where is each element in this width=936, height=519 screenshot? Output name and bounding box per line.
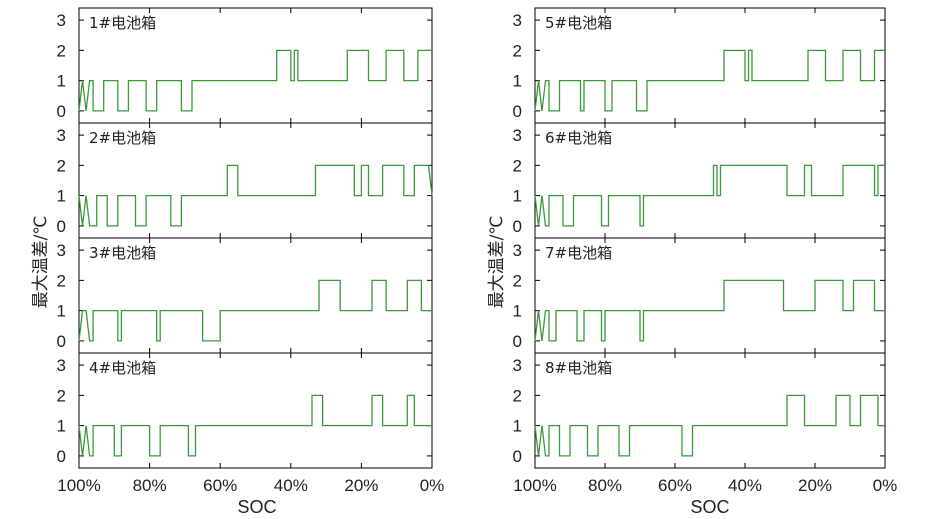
series-label: 3#电池箱 <box>89 244 156 262</box>
x-tick-label: 0% <box>420 476 445 495</box>
series-line <box>534 279 885 342</box>
y-tick-label: 1 <box>57 72 66 91</box>
series-line <box>534 49 885 112</box>
y-tick-label: 3 <box>57 356 66 375</box>
y-tick-label: 0 <box>57 217 66 236</box>
y-tick-label: 2 <box>57 41 66 60</box>
panel-1: 0 1 2 3 1#电池箱 <box>57 7 433 124</box>
panel-2: 0 1 2 3 2#电池箱 <box>57 122 433 239</box>
y-tick-label: 1 <box>513 417 522 436</box>
y-tick-label: 2 <box>513 156 522 175</box>
x-tick-label: 0% <box>873 476 898 495</box>
y-tick-label: 1 <box>513 302 522 321</box>
y-tick-label: 3 <box>513 126 522 145</box>
panel-frame <box>534 352 886 469</box>
y-tick-label: 1 <box>57 417 66 436</box>
y-tick-label: 0 <box>513 217 522 236</box>
y-tick-label: 3 <box>513 356 522 375</box>
panel-frame <box>78 352 433 469</box>
series-label: 2#电池箱 <box>89 129 156 147</box>
y-tick-label: 3 <box>513 11 522 30</box>
panel-8: 0 1 2 3 8#电池箱 <box>513 352 886 469</box>
series-label: 7#电池箱 <box>545 244 612 262</box>
x-axis-title: SOC <box>237 497 276 517</box>
x-tick-label: 100% <box>57 476 100 495</box>
series-line <box>534 394 885 457</box>
y-tick-label: 1 <box>57 187 66 206</box>
y-tick-label: 1 <box>513 187 522 206</box>
series-label: 5#电池箱 <box>545 14 612 32</box>
right-chart-group: 0 1 2 3 5#电池箱 0 1 2 3 6#电池箱 0 1 2 3 7#电池箱 0 1 2 3 8#电池箱 100%… <box>487 7 898 517</box>
y-tick-label: 3 <box>57 11 66 30</box>
panel-5: 0 1 2 3 5#电池箱 <box>513 7 886 124</box>
y-axis-title: 最大温差/℃ <box>31 216 51 309</box>
y-axis-title: 最大温差/℃ <box>487 216 507 309</box>
y-tick-label: 1 <box>513 72 522 91</box>
y-tick-label: 0 <box>513 332 522 351</box>
series-line <box>78 279 432 342</box>
y-tick-label: 3 <box>57 126 66 145</box>
panel-3: 0 1 2 3 3#电池箱 <box>57 237 433 354</box>
y-tick-label: 2 <box>57 386 66 405</box>
series-label: 6#电池箱 <box>545 129 612 147</box>
left-chart-group: 0 1 2 3 1#电池箱 0 1 2 3 2#电池箱 0 1 2 3 3#电池箱 0 1 2 3 4#电池箱 100%… <box>31 7 445 517</box>
y-tick-label: 2 <box>513 41 522 60</box>
x-tick-label: 80% <box>588 476 622 495</box>
series-line <box>78 164 433 227</box>
y-tick-label: 3 <box>57 241 66 260</box>
y-tick-label: 2 <box>513 271 522 290</box>
x-tick-label: 80% <box>133 476 167 495</box>
y-tick-label: 2 <box>57 156 66 175</box>
y-tick-label: 0 <box>57 447 66 466</box>
x-axis-title: SOC <box>690 497 729 517</box>
y-tick-label: 2 <box>57 271 66 290</box>
x-tick-label: 100% <box>513 476 556 495</box>
y-tick-label: 0 <box>513 447 522 466</box>
series-label: 1#电池箱 <box>89 14 156 32</box>
x-tick-label: 40% <box>728 476 762 495</box>
series-label: 4#电池箱 <box>89 359 156 377</box>
panel-4: 0 1 2 3 4#电池箱 <box>57 352 433 469</box>
x-tick-label: 60% <box>658 476 692 495</box>
y-tick-label: 3 <box>513 241 522 260</box>
series-line <box>78 394 432 457</box>
y-tick-label: 0 <box>57 102 66 121</box>
x-tick-label: 40% <box>274 476 308 495</box>
series-line <box>534 164 885 227</box>
panel-7: 0 1 2 3 7#电池箱 <box>513 237 886 354</box>
series-label: 8#电池箱 <box>545 359 612 377</box>
y-tick-label: 0 <box>57 332 66 351</box>
x-tick-label: 20% <box>344 476 378 495</box>
y-tick-label: 0 <box>513 102 522 121</box>
y-tick-label: 2 <box>513 386 522 405</box>
x-tick-label: 60% <box>203 476 237 495</box>
y-tick-label: 1 <box>57 302 66 321</box>
x-tick-label: 20% <box>798 476 832 495</box>
series-line <box>78 49 432 112</box>
panel-6: 0 1 2 3 6#电池箱 <box>513 122 886 239</box>
